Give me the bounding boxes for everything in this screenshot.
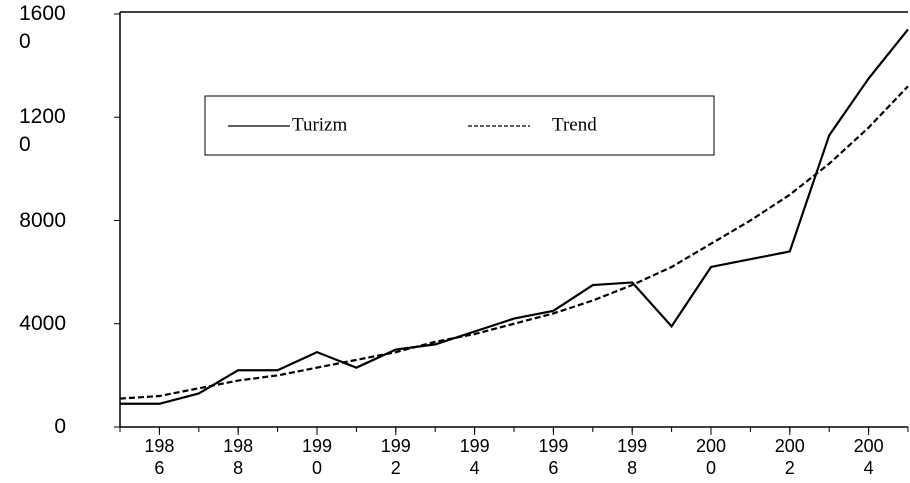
series-line (120, 28, 909, 405)
y-tick-label: 0 (54, 415, 66, 438)
y-tick-label: 16000 (19, 2, 66, 53)
x-tick-label: 1992 (380, 436, 411, 478)
x-tick-label: 1994 (459, 436, 490, 478)
x-tick-label: 1990 (301, 436, 333, 478)
x-tick-label: 1998 (617, 436, 648, 478)
x-tick-label: 2000 (695, 436, 727, 478)
x-tick-label: 1996 (538, 436, 569, 478)
x-tick-label: 2002 (774, 436, 805, 478)
series-line (119, 85, 909, 400)
y-tick-label: 8000 (19, 208, 66, 232)
x-tick-label: 1988 (223, 436, 254, 478)
x-tick-label: 1986 (144, 436, 175, 478)
x-tick-label: 2004 (853, 436, 884, 478)
legend-label: Turizm (292, 114, 347, 135)
legend-label: Trend (552, 114, 597, 135)
y-tick-label: 4000 (19, 311, 66, 335)
y-tick-label: 12000 (19, 105, 66, 157)
